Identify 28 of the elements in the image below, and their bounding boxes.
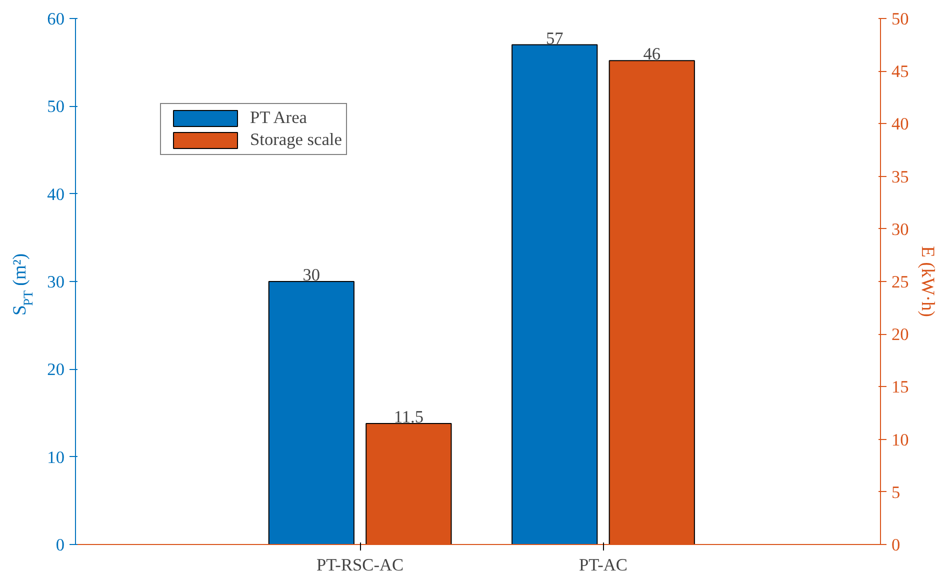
y2-tick-label: 25	[892, 272, 909, 292]
y-tick-label: 20	[47, 360, 64, 380]
data-label: 57	[546, 28, 564, 48]
y2-tick-label: 0	[892, 536, 900, 554]
y2-tick-label: 5	[892, 482, 900, 502]
data-label: 46	[643, 44, 661, 64]
y-tick-label: 40	[47, 184, 64, 204]
y-tick-label: 50	[47, 97, 64, 116]
y2-tick-label: 10	[892, 430, 909, 450]
legend-label: Storage scale	[250, 130, 342, 150]
y-tick-label: 60	[47, 10, 64, 28]
y2-tick-label: 45	[892, 62, 909, 82]
y-tick-label: 30	[47, 272, 64, 292]
x-tick-label: PT-AC	[579, 556, 628, 574]
y2-tick-label: 30	[892, 220, 909, 239]
y2-tick-label: 15	[892, 378, 909, 397]
y2-tick-label: 20	[892, 325, 909, 344]
y-tick-label: 10	[47, 448, 64, 467]
data-label: 11.5	[394, 408, 424, 427]
y-tick-label: 0	[56, 536, 65, 554]
y-axis-title: SPT (m²)	[10, 253, 36, 316]
y2-axis-title: E (kW·h)	[916, 246, 938, 317]
y2-tick-label: 40	[892, 114, 909, 134]
y2-tick-label: 35	[892, 167, 909, 186]
legend-label: PT Area	[250, 108, 307, 128]
y2-tick-label: 50	[892, 10, 909, 28]
x-tick-label: PT-RSC-AC	[316, 556, 404, 574]
data-label: 30	[302, 266, 320, 284]
